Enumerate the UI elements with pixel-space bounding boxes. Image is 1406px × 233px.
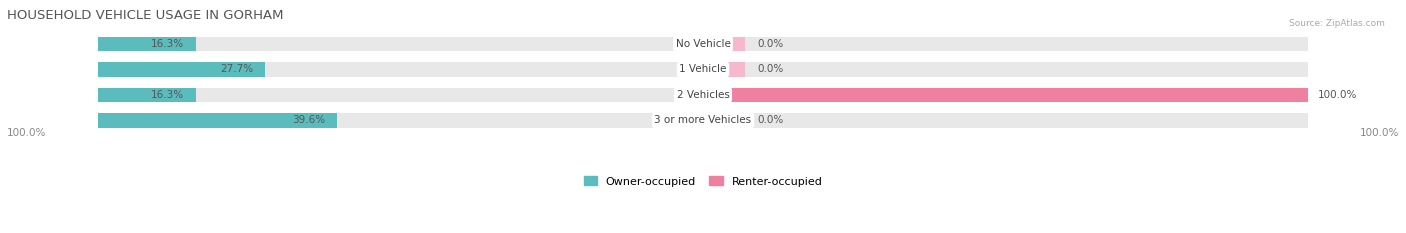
- Bar: [98, 113, 337, 128]
- Text: 100.0%: 100.0%: [1317, 90, 1357, 100]
- Bar: [98, 62, 266, 77]
- Bar: [98, 88, 1308, 102]
- Bar: [703, 62, 745, 77]
- Text: HOUSEHOLD VEHICLE USAGE IN GORHAM: HOUSEHOLD VEHICLE USAGE IN GORHAM: [7, 9, 284, 22]
- Text: 16.3%: 16.3%: [152, 39, 184, 49]
- Bar: [703, 37, 745, 51]
- Bar: [703, 88, 1308, 102]
- Bar: [98, 37, 1308, 51]
- Legend: Owner-occupied, Renter-occupied: Owner-occupied, Renter-occupied: [579, 172, 827, 191]
- Text: 100.0%: 100.0%: [7, 128, 46, 138]
- Bar: [703, 113, 745, 128]
- Text: 0.0%: 0.0%: [758, 116, 783, 125]
- Text: Source: ZipAtlas.com: Source: ZipAtlas.com: [1289, 19, 1385, 28]
- Text: 2 Vehicles: 2 Vehicles: [676, 90, 730, 100]
- Text: 39.6%: 39.6%: [292, 116, 325, 125]
- Text: No Vehicle: No Vehicle: [675, 39, 731, 49]
- Bar: [98, 62, 1308, 77]
- Text: 0.0%: 0.0%: [758, 39, 783, 49]
- Text: 16.3%: 16.3%: [152, 90, 184, 100]
- Bar: [98, 113, 1308, 128]
- Bar: [98, 37, 197, 51]
- Text: 3 or more Vehicles: 3 or more Vehicles: [654, 116, 752, 125]
- Text: 100.0%: 100.0%: [1360, 128, 1399, 138]
- Bar: [98, 88, 197, 102]
- Text: 1 Vehicle: 1 Vehicle: [679, 65, 727, 74]
- Text: 27.7%: 27.7%: [221, 65, 253, 74]
- Text: 0.0%: 0.0%: [758, 65, 783, 74]
